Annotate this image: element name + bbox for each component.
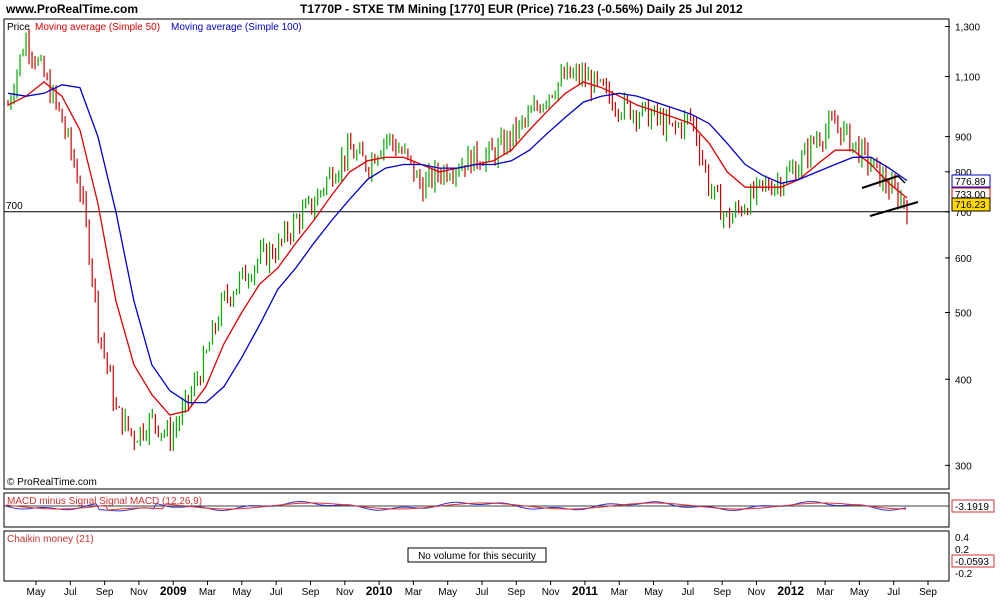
chaikin-tick-2: 0.2 — [955, 545, 969, 556]
y-tick-label: 700 — [955, 208, 972, 219]
chaikin-tick-3: -0.2 — [955, 569, 973, 580]
no-volume-box — [407, 547, 547, 563]
y-tick-label: 900 — [955, 133, 972, 144]
price-y-axis: 300 400 500 600 700 800 900 1,100 1,300 — [945, 23, 980, 472]
tag-price-text: 716.23 — [955, 200, 986, 211]
macd-line — [5, 500, 907, 512]
ma100-line — [7, 84, 908, 404]
x-tick-label: Sep — [96, 587, 114, 598]
tag-chaikin: -0.0593 — [951, 554, 995, 568]
x-tick-label: Sep — [302, 587, 320, 598]
y-tick-label: 500 — [955, 308, 972, 319]
x-tick-label: 2011 — [572, 584, 598, 598]
x-tick-label: May — [232, 587, 251, 598]
legend-macd: MACD minus Signal Signal MACD (12,26,9) — [7, 496, 202, 507]
tag-macd: -3.1919 — [951, 499, 995, 513]
x-tick-label: Nov — [748, 587, 766, 598]
y-tick-label: 400 — [955, 375, 972, 386]
x-axis: May Jul Sep Nov 2009 Mar May Jul Sep Nov 2010 Mar Ma… — [27, 581, 937, 598]
y-tick-label: 800 — [955, 168, 972, 179]
no-volume-notice: No volume for this security — [418, 551, 536, 562]
x-tick-label: Nov — [542, 587, 560, 598]
x-tick-label: Jul — [270, 587, 283, 598]
tag-ma50-text: 733.00 — [955, 190, 986, 201]
x-tick-label: 2009 — [160, 584, 187, 598]
signal-line — [5, 502, 907, 511]
y-tick-label: 1,100 — [955, 73, 980, 84]
x-tick-label: Jul — [476, 587, 489, 598]
legend-ma100: Moving average (Simple 100) — [171, 22, 302, 33]
level-700-label: 700 — [6, 201, 23, 212]
x-tick-label: Sep — [919, 587, 937, 598]
site-url: www.ProRealTime.com — [6, 2, 139, 16]
x-tick-label: Mar — [199, 587, 217, 598]
price-plot — [4, 28, 949, 452]
chaikin-tick-1: 0.4 — [955, 533, 969, 544]
tag-ma100-text: 776.89 — [955, 177, 986, 188]
x-tick-label: May — [438, 587, 457, 598]
x-tick-label: 2010 — [366, 584, 393, 598]
tag-price: 716.23 — [951, 197, 991, 212]
y-tick-label: 600 — [955, 254, 972, 265]
y-tick-label: 300 — [955, 461, 972, 472]
x-tick-label: May — [850, 587, 869, 598]
x-tick-label: 2012 — [777, 584, 804, 598]
tag-macd-text: -3.1919 — [955, 502, 989, 513]
x-tick-label: Mar — [611, 587, 629, 598]
y-tick-label: 1,300 — [955, 23, 980, 34]
tag-ma100: 776.89 — [951, 174, 991, 188]
price-panel-frame — [3, 18, 950, 490]
x-tick-label: Jul — [64, 587, 77, 598]
x-tick-label: May — [27, 587, 46, 598]
tag-chaikin-text: -0.0593 — [955, 557, 989, 568]
x-tick-label: Mar — [816, 587, 834, 598]
x-tick-label: Sep — [507, 587, 525, 598]
legend-chaikin: Chaikin money (21) — [7, 534, 94, 545]
x-tick-label: Mar — [405, 587, 423, 598]
x-tick-label: Nov — [130, 587, 148, 598]
x-tick-label: Nov — [336, 587, 354, 598]
trendline-upper[interactable] — [861, 175, 899, 189]
trendline-lower[interactable] — [869, 201, 919, 217]
x-tick-label: Jul — [887, 587, 900, 598]
x-tick-label: May — [644, 587, 663, 598]
trendline-tick — [897, 175, 906, 184]
chart-title: T1770P - STXE TM Mining [1770] EUR (Pric… — [300, 2, 743, 16]
legend-price: Price — [7, 22, 30, 33]
macd-panel-frame — [3, 492, 950, 528]
legend-ma50: Moving average (Simple 50) — [35, 22, 160, 33]
copyright: © ProRealTime.com — [7, 477, 97, 488]
macd-plot — [4, 500, 949, 512]
x-tick-label: Sep — [713, 587, 731, 598]
x-tick-label: Jul — [681, 587, 694, 598]
